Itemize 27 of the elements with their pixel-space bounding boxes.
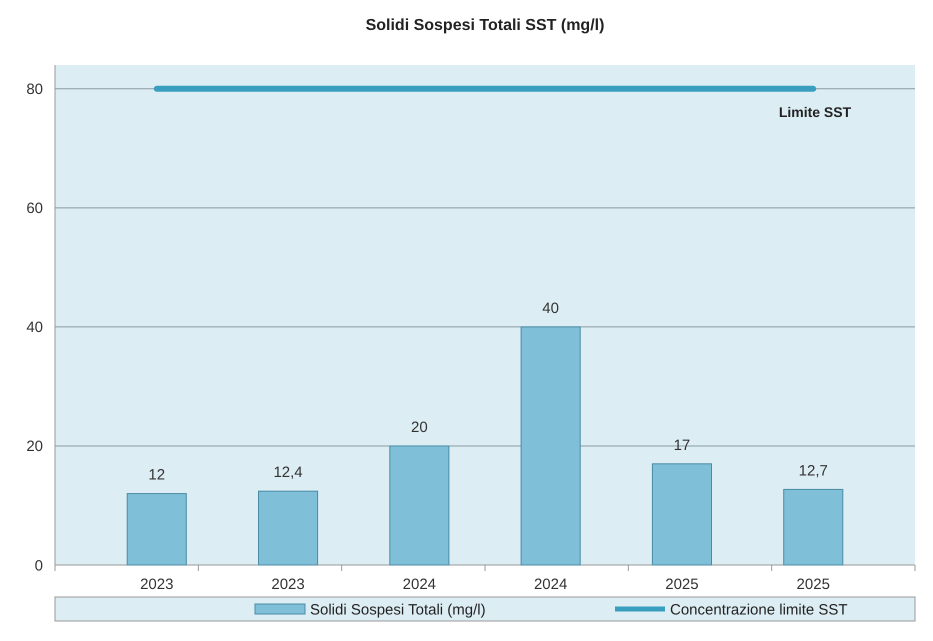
x-tick-label: 2025 — [796, 576, 830, 593]
x-tick-label: 2024 — [402, 576, 436, 593]
annotation: Limite SST — [778, 104, 852, 120]
data-label: 20 — [411, 418, 428, 436]
x-tick-label: 2024 — [534, 576, 568, 593]
y-tick-label: 40 — [26, 319, 43, 336]
bar — [783, 488, 844, 566]
x-tick-label: 2025 — [665, 576, 699, 593]
bar — [258, 490, 318, 566]
data-label: 12 — [148, 466, 166, 484]
legend-label: Concentrazione limite SST — [670, 601, 848, 618]
data-label: 40 — [542, 300, 559, 317]
y-tick-label: 60 — [26, 200, 43, 218]
x-tick-label: 2023 — [140, 576, 174, 593]
bar — [389, 445, 450, 566]
x-tick-label: 2023 — [271, 576, 305, 593]
chart-title: Solidi Sospesi Totali SST (mg/l) — [366, 17, 604, 34]
data-label: 17 — [674, 436, 690, 454]
data-label: 12,7 — [798, 462, 828, 480]
bar — [520, 326, 581, 566]
data-label: 12,4 — [273, 464, 303, 482]
bar — [652, 463, 712, 566]
y-tick-label: 80 — [26, 81, 43, 98]
y-tick-label: 0 — [34, 557, 43, 574]
legend-label: Solidi Sospesi Totali (mg/l) — [310, 601, 486, 618]
y-tick-label: 20 — [26, 438, 43, 456]
bar — [126, 493, 187, 566]
